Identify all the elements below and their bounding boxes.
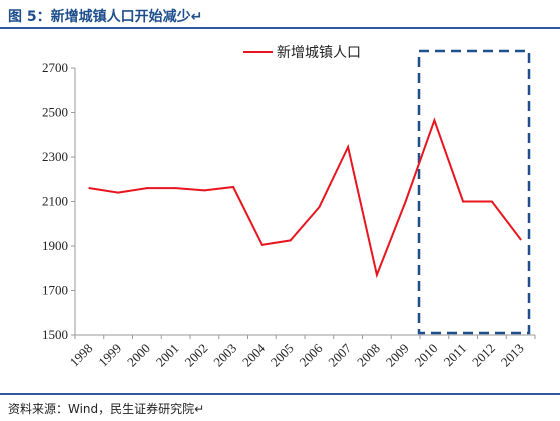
x-tick-label: 2007	[325, 340, 354, 369]
x-axis: 1998 1999 2000 2001 2002 2003 2004 2005 2006 2007…	[67, 334, 536, 370]
highlight-box	[417, 49, 531, 335]
data-point	[433, 119, 436, 122]
data-point	[462, 200, 465, 203]
data-point	[260, 243, 263, 246]
data-point	[117, 191, 120, 194]
x-tick-label: 2003	[210, 341, 239, 370]
x-tick-label: 2006	[297, 340, 326, 369]
x-tick-label: 2002	[182, 341, 211, 370]
series-line	[89, 117, 522, 279]
x-tick-label: 2010	[412, 341, 441, 370]
y-tick-label: 1700	[42, 283, 68, 298]
series-group	[88, 117, 522, 279]
title-divider	[0, 27, 560, 29]
x-tick-label: 2008	[354, 341, 383, 370]
highlight-frame	[417, 49, 531, 335]
y-tick-label: 1500	[42, 327, 68, 342]
x-tick-label: 2000	[124, 341, 153, 370]
x-tick-label: 2004	[239, 340, 268, 369]
figure-title: 图 5：新增城镇人口开始减少↵	[8, 9, 203, 25]
data-point	[404, 200, 407, 203]
y-tick-label: 1900	[42, 238, 68, 253]
data-point	[232, 186, 235, 189]
legend-label: 新增城镇人口	[277, 45, 361, 61]
y-tick-label: 2700	[42, 60, 68, 75]
y-tick-label: 2500	[42, 105, 68, 120]
data-point	[174, 187, 177, 190]
x-tick-label: 2009	[383, 341, 412, 370]
data-point	[318, 206, 321, 209]
x-tick-label: 2005	[268, 341, 297, 370]
data-point	[203, 189, 206, 192]
y-tick-label: 2100	[42, 194, 68, 209]
data-point	[490, 200, 493, 203]
x-tick-label: 2012	[469, 341, 498, 370]
y-tick-label: 2300	[42, 149, 68, 164]
source-note: 资料来源：Wind，民生证券研究院↵	[8, 402, 205, 416]
x-tick-label: 1998	[67, 341, 96, 370]
data-point	[289, 239, 292, 242]
x-tick-label: 2011	[441, 341, 470, 370]
data-point	[375, 273, 378, 276]
x-tick-label: 2013	[498, 341, 527, 370]
data-point	[145, 187, 148, 190]
y-axis: 1500 1700 1900 2100 2300 2500 2700	[42, 60, 76, 342]
data-point	[519, 238, 522, 241]
data-point	[347, 145, 350, 148]
x-tick-label: 1999	[95, 341, 124, 370]
legend: 新增城镇人口	[243, 45, 361, 61]
x-tick-label: 2001	[153, 341, 182, 370]
data-point	[88, 187, 91, 190]
footer-divider	[0, 393, 560, 395]
